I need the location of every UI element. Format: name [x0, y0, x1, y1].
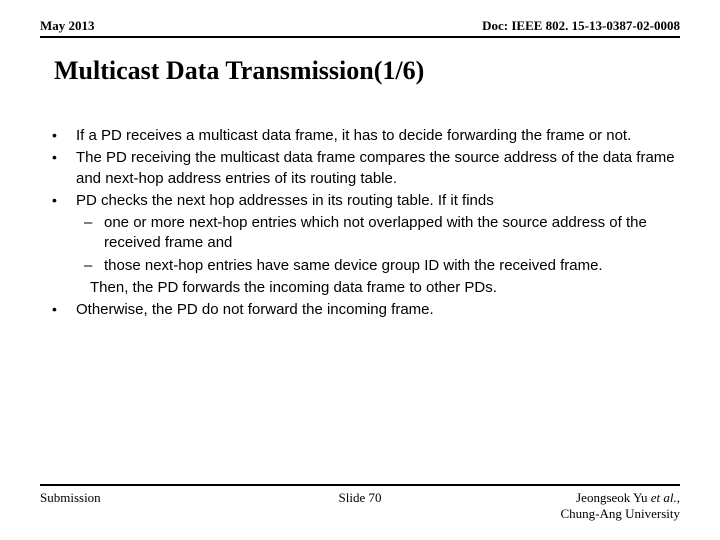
sub-text: one or more next-hop entries which not o… — [104, 214, 647, 251]
footer: Submission Slide 70 Jeongseok Yu et al.,… — [40, 484, 680, 522]
footer-affiliation: Chung-Ang University — [560, 506, 680, 521]
sub-text: those next-hop entries have same device … — [104, 257, 603, 274]
content-area: If a PD receives a multicast data frame,… — [48, 126, 680, 322]
list-item: PD checks the next hop addresses in its … — [48, 191, 680, 298]
footer-right: Jeongseok Yu et al., Chung-Ang Universit… — [560, 490, 680, 522]
bullet-list: If a PD receives a multicast data frame,… — [48, 126, 680, 320]
header-doc: Doc: IEEE 802. 15-13-0387-02-0008 — [482, 18, 680, 34]
list-item: Otherwise, the PD do not forward the inc… — [48, 300, 680, 320]
bullet-text: The PD receiving the multicast data fram… — [76, 149, 675, 186]
bullet-text: Otherwise, the PD do not forward the inc… — [76, 301, 434, 318]
page-title: Multicast Data Transmission(1/6) — [54, 56, 424, 86]
bullet-text: If a PD receives a multicast data frame,… — [76, 127, 631, 144]
sub-item: one or more next-hop entries which not o… — [76, 213, 680, 254]
header-date: May 2013 — [40, 18, 95, 34]
header: May 2013 Doc: IEEE 802. 15-13-0387-02-00… — [40, 18, 680, 38]
sub-item: those next-hop entries have same device … — [76, 256, 680, 276]
footer-author: Jeongseok Yu — [576, 490, 647, 505]
bullet-text: PD checks the next hop addresses in its … — [76, 192, 494, 209]
footer-etal: et al. — [648, 490, 677, 505]
then-text: Then, the PD forwards the incoming data … — [76, 278, 680, 298]
footer-left: Submission — [40, 490, 101, 506]
footer-slide: Slide 70 — [339, 490, 382, 506]
sub-list: one or more next-hop entries which not o… — [76, 213, 680, 276]
list-item: If a PD receives a multicast data frame,… — [48, 126, 680, 146]
list-item: The PD receiving the multicast data fram… — [48, 148, 680, 189]
footer-sep: , — [677, 490, 680, 505]
